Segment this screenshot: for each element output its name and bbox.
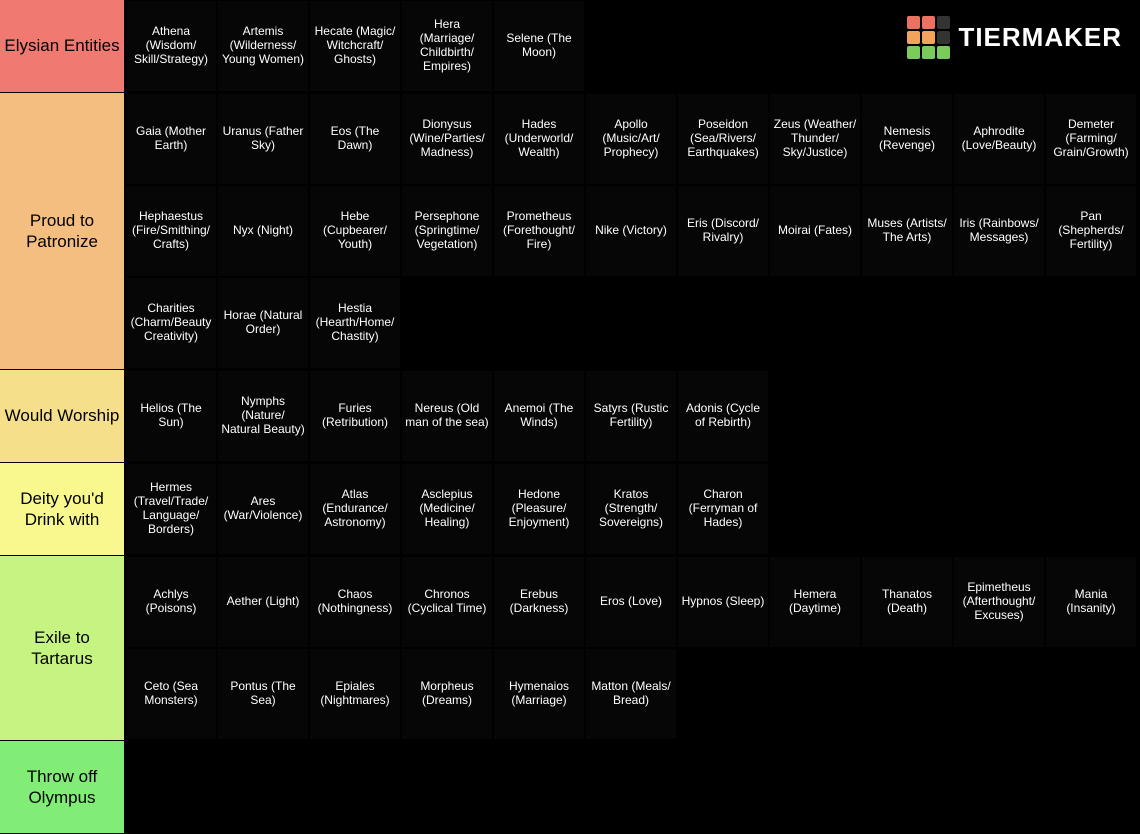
tier-item[interactable]: Hemera (Daytime) bbox=[770, 557, 860, 647]
tier-item[interactable]: Apollo (Music/Art/ Prophecy) bbox=[586, 94, 676, 184]
tier-item[interactable]: Selene (The Moon) bbox=[494, 1, 584, 91]
tier-item[interactable]: Aphrodite (Love/Beauty) bbox=[954, 94, 1044, 184]
tier-item[interactable]: Eos (The Dawn) bbox=[310, 94, 400, 184]
tier-label[interactable]: Would Worship bbox=[0, 370, 125, 462]
tier-item[interactable]: Poseidon (Sea/Rivers/ Earthquakes) bbox=[678, 94, 768, 184]
tier-item[interactable]: Morpheus (Dreams) bbox=[402, 649, 492, 739]
tier-item[interactable]: Nike (Victory) bbox=[586, 186, 676, 276]
tier-item[interactable]: Hedone (Pleasure/ Enjoyment) bbox=[494, 464, 584, 554]
tier-item[interactable]: Eros (Love) bbox=[586, 557, 676, 647]
tier-item[interactable]: Muses (Artists/ The Arts) bbox=[862, 186, 952, 276]
tier-item[interactable]: Hera (Marriage/ Childbirth/ Empires) bbox=[402, 1, 492, 91]
logo-cell bbox=[907, 46, 920, 59]
tier-item[interactable]: Dionysus (Wine/Parties/ Madness) bbox=[402, 94, 492, 184]
tier-item[interactable]: Nymphs (Nature/ Natural Beauty) bbox=[218, 371, 308, 461]
tiermaker-logo-icon bbox=[907, 16, 950, 59]
logo-cell bbox=[922, 16, 935, 29]
tier-item[interactable]: Ceto (Sea Monsters) bbox=[126, 649, 216, 739]
tier-row: Throw off Olympus bbox=[0, 741, 1140, 834]
tier-item[interactable]: Demeter (Farming/ Grain/Growth) bbox=[1046, 94, 1136, 184]
tier-item[interactable]: Asclepius (Medicine/ Healing) bbox=[402, 464, 492, 554]
tier-item[interactable]: Pontus (The Sea) bbox=[218, 649, 308, 739]
tier-item[interactable]: Nereus (Old man of the sea) bbox=[402, 371, 492, 461]
logo-cell bbox=[922, 46, 935, 59]
tier-item[interactable]: Epimetheus (Afterthought/ Excuses) bbox=[954, 557, 1044, 647]
tier-items[interactable]: Helios (The Sun)Nymphs (Nature/ Natural … bbox=[125, 370, 1140, 462]
tier-item[interactable]: Hermes (Travel/Trade/ Language/ Borders) bbox=[126, 464, 216, 554]
tier-items[interactable] bbox=[125, 741, 1140, 833]
tier-item[interactable]: Hephaestus (Fire/Smithing/ Crafts) bbox=[126, 186, 216, 276]
tier-item[interactable]: Persephone (Springtime/ Vegetation) bbox=[402, 186, 492, 276]
tier-item[interactable]: Thanatos (Death) bbox=[862, 557, 952, 647]
tier-item[interactable]: Prometheus (Forethought/ Fire) bbox=[494, 186, 584, 276]
tier-item[interactable]: Horae (Natural Order) bbox=[218, 278, 308, 368]
tier-item[interactable]: Hecate (Magic/ Witchcraft/ Ghosts) bbox=[310, 1, 400, 91]
brand-logo[interactable]: TIERMAKER bbox=[907, 16, 1122, 59]
tier-items[interactable]: Gaia (Mother Earth)Uranus (Father Sky)Eo… bbox=[125, 93, 1140, 369]
logo-cell bbox=[907, 31, 920, 44]
tier-item[interactable]: Charities (Charm/Beauty Creativity) bbox=[126, 278, 216, 368]
tierlist-container: TIERMAKER Elysian EntitiesAthena (Wisdom… bbox=[0, 0, 1140, 834]
tier-label[interactable]: Exile to Tartarus bbox=[0, 556, 125, 740]
tier-item[interactable]: Achlys (Poisons) bbox=[126, 557, 216, 647]
logo-cell bbox=[922, 31, 935, 44]
tier-item[interactable]: Satyrs (Rustic Fertility) bbox=[586, 371, 676, 461]
tier-item[interactable]: Athena (Wisdom/ Skill/Strategy) bbox=[126, 1, 216, 91]
tier-item[interactable]: Kratos (Strength/ Sovereigns) bbox=[586, 464, 676, 554]
tier-item[interactable]: Hades (Underworld/ Wealth) bbox=[494, 94, 584, 184]
tier-item[interactable]: Hebe (Cupbearer/ Youth) bbox=[310, 186, 400, 276]
tier-item[interactable]: Eris (Discord/ Rivalry) bbox=[678, 186, 768, 276]
tier-item[interactable]: Adonis (Cycle of Rebirth) bbox=[678, 371, 768, 461]
tier-item[interactable]: Nyx (Night) bbox=[218, 186, 308, 276]
tier-row: Proud to PatronizeGaia (Mother Earth)Ura… bbox=[0, 93, 1140, 370]
brand-name: TIERMAKER bbox=[958, 22, 1122, 53]
logo-cell bbox=[937, 16, 950, 29]
tier-item[interactable]: Gaia (Mother Earth) bbox=[126, 94, 216, 184]
logo-cell bbox=[937, 46, 950, 59]
tier-item[interactable]: Epiales (Nightmares) bbox=[310, 649, 400, 739]
tier-item[interactable]: Atlas (Endurance/ Astronomy) bbox=[310, 464, 400, 554]
tier-items[interactable]: Hermes (Travel/Trade/ Language/ Borders)… bbox=[125, 463, 1140, 555]
tier-item[interactable]: Nemesis (Revenge) bbox=[862, 94, 952, 184]
tier-item[interactable]: Chaos (Nothingness) bbox=[310, 557, 400, 647]
tier-item[interactable]: Hymenaios (Marriage) bbox=[494, 649, 584, 739]
tier-item[interactable]: Hestia (Hearth/Home/ Chastity) bbox=[310, 278, 400, 368]
tier-item[interactable]: Pan (Shepherds/ Fertility) bbox=[1046, 186, 1136, 276]
tier-item[interactable]: Ares (War/Violence) bbox=[218, 464, 308, 554]
tier-label[interactable]: Throw off Olympus bbox=[0, 741, 125, 833]
tier-label[interactable]: Deity you'd Drink with bbox=[0, 463, 125, 555]
tier-item[interactable]: Erebus (Darkness) bbox=[494, 557, 584, 647]
tier-item[interactable]: Mania (Insanity) bbox=[1046, 557, 1136, 647]
tier-row: Would WorshipHelios (The Sun)Nymphs (Nat… bbox=[0, 370, 1140, 463]
tier-row: Exile to TartarusAchlys (Poisons)Aether … bbox=[0, 556, 1140, 741]
logo-cell bbox=[937, 31, 950, 44]
tier-label[interactable]: Elysian Entities bbox=[0, 0, 125, 92]
logo-cell bbox=[907, 16, 920, 29]
tier-items[interactable]: Achlys (Poisons)Aether (Light)Chaos (Not… bbox=[125, 556, 1140, 740]
tier-item[interactable]: Moirai (Fates) bbox=[770, 186, 860, 276]
tier-item[interactable]: Artemis (Wilderness/ Young Women) bbox=[218, 1, 308, 91]
tier-row: Deity you'd Drink withHermes (Travel/Tra… bbox=[0, 463, 1140, 556]
tier-item[interactable]: Helios (The Sun) bbox=[126, 371, 216, 461]
tier-item[interactable]: Matton (Meals/ Bread) bbox=[586, 649, 676, 739]
tier-item[interactable]: Charon (Ferryman of Hades) bbox=[678, 464, 768, 554]
tier-item[interactable]: Uranus (Father Sky) bbox=[218, 94, 308, 184]
tier-item[interactable]: Hypnos (Sleep) bbox=[678, 557, 768, 647]
tier-label[interactable]: Proud to Patronize bbox=[0, 93, 125, 369]
tier-item[interactable]: Iris (Rainbows/ Messages) bbox=[954, 186, 1044, 276]
tier-item[interactable]: Anemoi (The Winds) bbox=[494, 371, 584, 461]
tier-item[interactable]: Chronos (Cyclical Time) bbox=[402, 557, 492, 647]
tier-item[interactable]: Furies (Retribution) bbox=[310, 371, 400, 461]
tier-item[interactable]: Zeus (Weather/ Thunder/ Sky/Justice) bbox=[770, 94, 860, 184]
tier-item[interactable]: Aether (Light) bbox=[218, 557, 308, 647]
